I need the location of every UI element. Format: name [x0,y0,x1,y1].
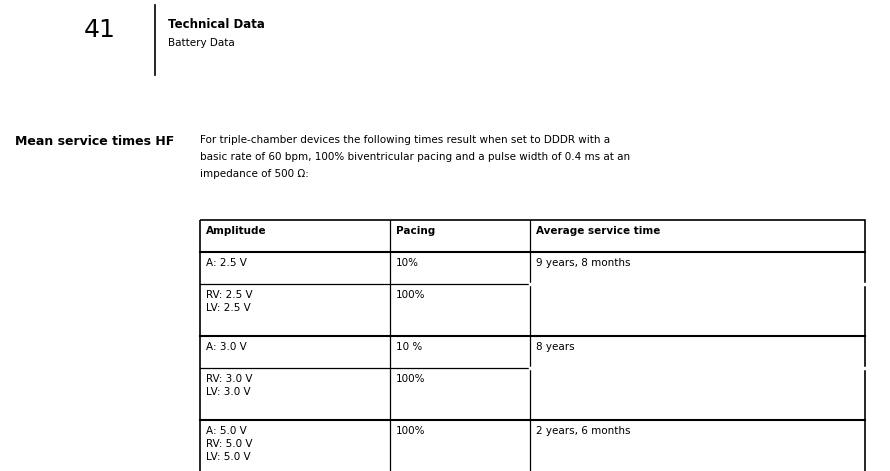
Text: 9 years, 8 months: 9 years, 8 months [536,258,630,268]
Text: Average service time: Average service time [536,226,660,236]
Bar [200,220,865,471]
Text: Battery Data: Battery Data [168,38,235,48]
Text: basic rate of 60 bpm, 100% biventricular pacing and a pulse width of 0.4 ms at a: basic rate of 60 bpm, 100% biventricular… [200,152,630,162]
Text: A: 3.0 V: A: 3.0 V [206,342,247,352]
Text: Technical Data: Technical Data [168,18,265,31]
Text: 2 years, 6 months: 2 years, 6 months [536,426,630,436]
Text: Amplitude: Amplitude [206,226,267,236]
Text: 100%: 100% [396,426,425,436]
Text: 100%: 100% [396,290,425,300]
Text: 41: 41 [84,18,116,42]
Text: 10%: 10% [396,258,419,268]
Text: Mean service times HF: Mean service times HF [15,135,174,148]
Text: 8 years: 8 years [536,342,575,352]
Text: 10 %: 10 % [396,342,422,352]
Text: RV: 3.0 V
LV: 3.0 V: RV: 3.0 V LV: 3.0 V [206,374,253,397]
Text: For triple-chamber devices the following times result when set to DDDR with a: For triple-chamber devices the following… [200,135,611,145]
Text: A: 5.0 V
RV: 5.0 V
LV: 5.0 V: A: 5.0 V RV: 5.0 V LV: 5.0 V [206,426,253,463]
Text: 100%: 100% [396,374,425,384]
Text: impedance of 500 Ω:: impedance of 500 Ω: [200,169,309,179]
Text: A: 2.5 V: A: 2.5 V [206,258,247,268]
Text: Pacing: Pacing [396,226,435,236]
Text: RV: 2.5 V
LV: 2.5 V: RV: 2.5 V LV: 2.5 V [206,290,253,313]
